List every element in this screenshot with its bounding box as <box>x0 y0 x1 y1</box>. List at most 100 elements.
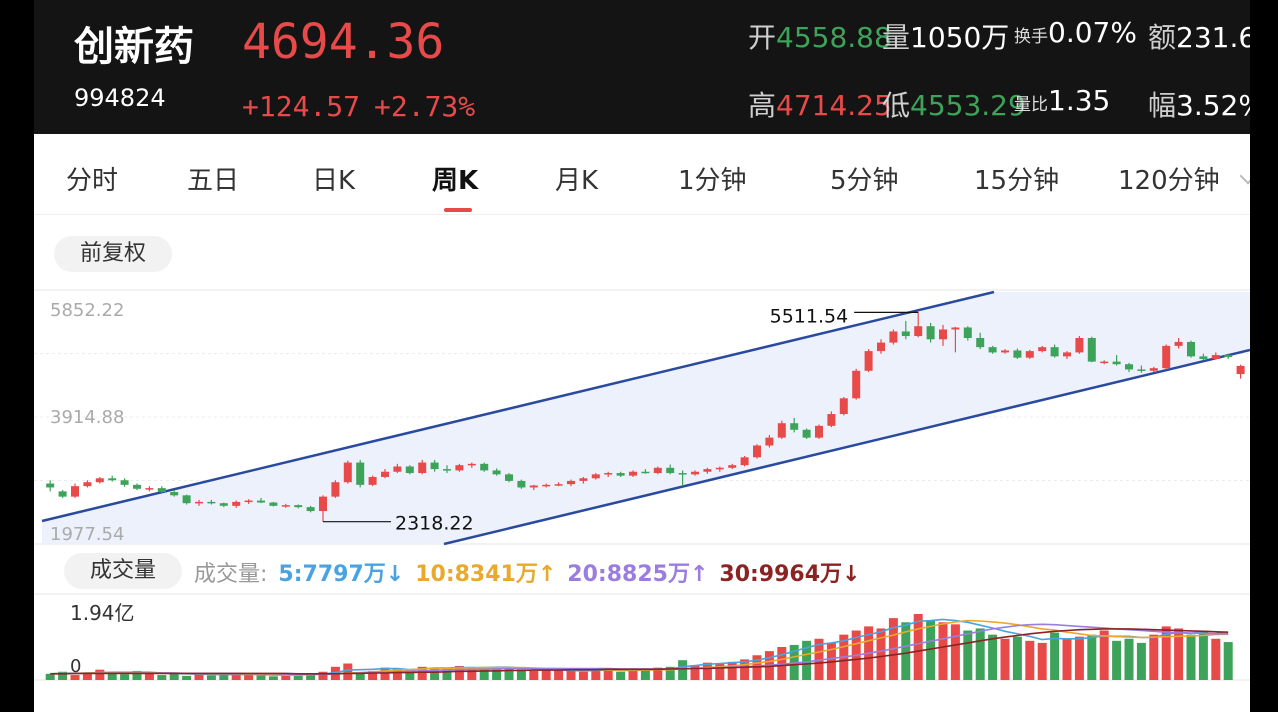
volume-bar <box>1000 638 1010 680</box>
candle-body <box>145 488 154 490</box>
candle-body <box>207 501 216 504</box>
volume-bar <box>169 673 179 680</box>
candle-body <box>455 465 464 471</box>
candle-body <box>182 495 191 504</box>
volume-bar <box>1062 638 1072 680</box>
candle-body <box>753 445 761 458</box>
volume-bar <box>1025 640 1035 680</box>
volume-bar <box>1074 636 1084 680</box>
volume-indicator-button[interactable]: 成交量 <box>64 553 182 589</box>
candle-body <box>46 483 55 488</box>
volume-bar <box>293 674 303 680</box>
stat-volratio-value: 1.35 <box>1048 84 1111 117</box>
candle-body <box>529 485 538 488</box>
candlestick-chart: 5852.22 3914.88 1977.54 5511.54 2318.22 <box>34 289 1250 546</box>
volume-bar <box>1198 630 1208 680</box>
tab-weekly-k[interactable]: 周K <box>432 166 479 196</box>
volume-bar <box>950 624 960 680</box>
tab-1-minute[interactable]: 1分钟 <box>678 166 747 196</box>
volume-bar <box>430 668 440 680</box>
tab-15-minute[interactable]: 15分钟 <box>974 166 1060 196</box>
candle-body <box>83 482 92 487</box>
volume-bar <box>95 669 105 680</box>
candle-body <box>343 462 352 483</box>
candle-body <box>901 331 910 337</box>
index-code: 994824 <box>74 84 166 112</box>
adjust-mode-button[interactable]: 前复权 <box>54 236 172 272</box>
chevron-down-icon[interactable] <box>1239 167 1250 185</box>
candle-body <box>1100 361 1109 364</box>
candle-body <box>963 327 972 338</box>
candle-body <box>715 467 724 470</box>
legend-ma10-value: 10:8341万 <box>415 562 538 587</box>
legend-ma5: 5:7797万↓ <box>278 562 404 587</box>
stat-amount-label: 额 <box>1148 21 1177 54</box>
channel-upper-line <box>41 290 995 523</box>
candle-body <box>666 467 675 474</box>
candle-body <box>939 329 947 340</box>
stat-amount-value: 231.6 <box>1176 21 1250 54</box>
stat-turnover-label: 换手 <box>1014 27 1048 47</box>
candle-body <box>864 351 873 371</box>
stat-volratio-label: 量比 <box>1014 95 1048 115</box>
tab-daily-k[interactable]: 日K <box>312 166 356 196</box>
stat-turnover-value: 0.07% <box>1048 16 1137 49</box>
stat-open: 开4558.88 <box>748 16 892 56</box>
volume-bar <box>1050 632 1060 680</box>
candle-body <box>1236 365 1245 375</box>
volume-bar <box>554 670 564 680</box>
candle-body <box>740 457 749 466</box>
stat-amplitude: 幅3.52% <box>1148 84 1250 124</box>
candle-body <box>244 500 253 503</box>
tab-120-minute[interactable]: 120分钟 <box>1118 166 1220 196</box>
candle-body <box>1224 355 1233 358</box>
volume-bar <box>1012 636 1022 680</box>
volume-bar <box>616 671 626 680</box>
volume-bar <box>702 662 712 680</box>
tab-timeshare[interactable]: 分时 <box>66 166 119 196</box>
stat-high: 高4714.25 <box>748 84 892 124</box>
volume-bar <box>405 669 415 680</box>
volume-bar <box>392 668 402 680</box>
candle-body <box>591 474 600 479</box>
candle-body <box>678 473 687 475</box>
candle-body <box>306 507 315 512</box>
volume-bar <box>157 675 167 680</box>
candle-body <box>368 476 377 485</box>
last-price: 4694.36 <box>242 14 445 70</box>
volume-bar <box>640 668 650 680</box>
volume-bar <box>306 673 316 680</box>
volume-bar <box>1174 628 1184 680</box>
y-axis-label: 5852.22 <box>50 300 124 321</box>
tab-five-day[interactable]: 五日 <box>187 166 240 196</box>
candle-body <box>951 327 960 330</box>
period-tabs: 分时 五日 日K 周K 月K 1分钟 5分钟 15分钟 120分钟 <box>34 148 1250 215</box>
price-change-pct: +2.73% <box>374 90 476 123</box>
volume-bar <box>975 628 985 680</box>
candle-body <box>95 478 104 483</box>
candle-body <box>790 423 799 430</box>
volume-bar <box>541 670 551 680</box>
candle-body <box>492 470 501 475</box>
tab-monthly-k[interactable]: 月K <box>555 166 599 196</box>
volume-bar <box>417 666 427 680</box>
candle-body <box>71 486 79 497</box>
volume-bar <box>1112 640 1122 680</box>
candle-body <box>877 342 885 352</box>
candle-body <box>1211 355 1220 359</box>
candle-body <box>728 465 737 468</box>
candle-body <box>319 496 327 512</box>
candle-body <box>257 500 265 503</box>
volume-bar <box>1211 638 1221 680</box>
volume-chart: 1.94亿 0 <box>34 593 1250 681</box>
legend-ma30-value: 30:9964万 <box>719 562 843 587</box>
stat-open-label: 开 <box>748 21 777 54</box>
index-name: 创新药 <box>74 24 194 70</box>
channel-lower-line <box>443 348 1250 546</box>
volume-bar <box>938 622 948 680</box>
tab-5-minute[interactable]: 5分钟 <box>830 166 899 196</box>
stat-turnover: 换手0.07% <box>1014 16 1137 49</box>
candle-body <box>1187 341 1195 357</box>
volume-bar <box>107 673 117 680</box>
candle-body <box>641 471 650 474</box>
